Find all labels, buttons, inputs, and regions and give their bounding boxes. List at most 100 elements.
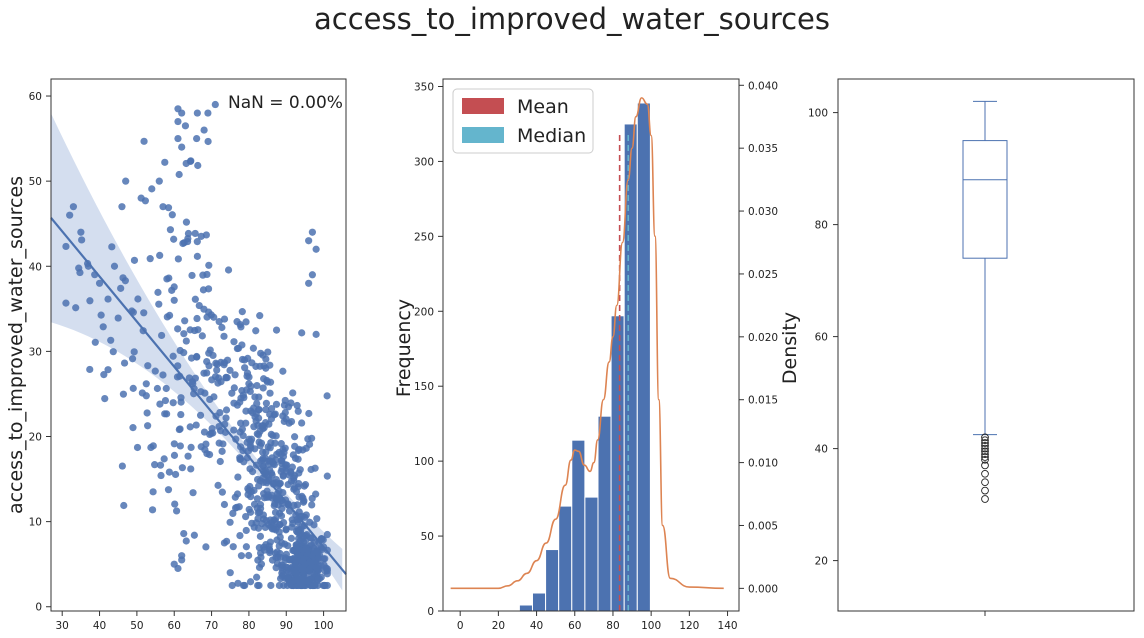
scatter-point [228, 389, 236, 397]
scatter-point [242, 318, 250, 326]
histogram-bar [518, 604, 533, 612]
scatter-point [170, 451, 179, 459]
kde-curve [450, 97, 724, 590]
scatter-point [166, 226, 175, 234]
scatter-point [148, 506, 157, 514]
scatter-point [144, 422, 152, 430]
scatter-point [266, 444, 274, 452]
scatter-point [192, 421, 200, 429]
scatter-point [230, 399, 238, 407]
scatter-point [219, 440, 227, 448]
scatter-point [158, 331, 166, 340]
outlier-point [981, 495, 989, 503]
scatter-point [202, 543, 210, 551]
y-tick-label: 40 [29, 261, 42, 273]
scatter-point [272, 564, 280, 572]
scatter-point [266, 538, 274, 546]
scatter-point [272, 553, 280, 562]
scatter-point [291, 433, 299, 441]
outlier-point [981, 433, 989, 442]
scatter-point [193, 314, 201, 323]
scatter-point [237, 419, 245, 427]
y-tick-label: 0 [427, 606, 434, 618]
histogram-bar [531, 592, 547, 612]
scatter-point [130, 256, 139, 264]
scatter-point [321, 581, 329, 590]
scatter-point [247, 493, 255, 501]
mean-legend-label: Mean [517, 96, 569, 118]
scatter-point [295, 577, 303, 586]
scatter-point [161, 396, 170, 405]
scatter-point [202, 440, 210, 448]
scatter-point [282, 526, 290, 534]
scatter-point [241, 364, 249, 372]
scatter-point [242, 407, 250, 415]
scatter-point [271, 410, 279, 418]
scatter-point [193, 238, 201, 246]
scatter-point [293, 571, 302, 580]
y-tick-label: 60 [815, 332, 828, 344]
outlier-point [981, 439, 989, 447]
scatter-point [170, 235, 178, 243]
scatter-point [275, 542, 283, 550]
scatter-point [236, 455, 245, 463]
x-tick-label: 80 [606, 620, 619, 632]
scatter-point [229, 543, 237, 551]
scatter-point [230, 426, 238, 434]
y-tick-label: 100 [808, 108, 828, 120]
scatter-point [62, 299, 70, 307]
outlier-point [981, 441, 989, 450]
x-tick-label: 20 [492, 620, 505, 632]
x-tick-label: 70 [205, 620, 218, 632]
scatter-point [157, 471, 165, 480]
scatter-point [294, 407, 302, 415]
scatter-point [151, 461, 159, 469]
scatter-point [140, 137, 148, 145]
scatter-point [266, 547, 274, 555]
scatter-point [231, 371, 239, 379]
scatter-point [290, 501, 298, 509]
scatter-point [134, 295, 142, 303]
scatter-point [306, 534, 315, 542]
scatter-point [206, 346, 214, 354]
histogram-bar [571, 439, 586, 612]
x-tick-label: 60 [568, 620, 581, 632]
x-tick-label: 80 [242, 620, 255, 632]
scatter-panel: 30 40 50 60 70 80 90 100 0 10 20 30 40 50 60 NaN = 0.… [5, 78, 347, 632]
scatter-point [242, 419, 250, 427]
density-tick-label: 0.005 [748, 520, 778, 532]
scatter-point [253, 495, 261, 503]
scatter-point [220, 315, 229, 323]
scatter-point [169, 352, 177, 360]
scatter-point [156, 251, 164, 260]
scatter-point [117, 284, 125, 292]
scatter-point [218, 488, 226, 496]
scatter-point [256, 508, 264, 516]
scatter-point [193, 252, 201, 260]
boxplot-body [962, 100, 1008, 503]
scatter-point [298, 419, 306, 427]
scatter-point [218, 323, 226, 332]
scatter-point [246, 482, 254, 491]
y-tick-label: 10 [29, 517, 42, 529]
histogram-legend: Mean Median [452, 88, 594, 154]
scatter-point [229, 509, 237, 518]
scatter-point [118, 203, 126, 211]
scatter-point [170, 296, 178, 304]
scatter-point [272, 479, 280, 487]
scatter-point [214, 481, 222, 489]
density-tick-label: 0.035 [748, 143, 778, 155]
scatter-point [256, 312, 264, 320]
scatter-point [149, 488, 157, 496]
scatter-point [199, 271, 207, 279]
scatter-point [224, 266, 233, 274]
scatter-point [234, 579, 242, 587]
y-tick-label: 50 [29, 176, 42, 188]
scatter-point [200, 126, 208, 134]
scatter-point [230, 384, 238, 392]
scatter-point [194, 326, 202, 334]
scatter-point [208, 376, 216, 384]
scatter-point [193, 352, 201, 361]
x-tick-label: 0 [457, 620, 464, 632]
